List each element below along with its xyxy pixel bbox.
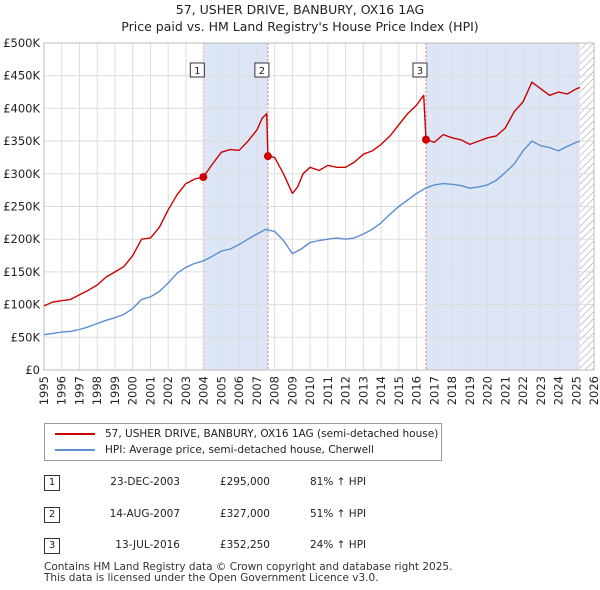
- y-tick-label: £150K: [3, 265, 40, 279]
- x-tick-label: 2006: [232, 376, 246, 405]
- price-chart: £0 £50K £100K £150K £200K £250K £300K £350K £400…: [3, 36, 600, 405]
- x-tick-label: 2001: [143, 376, 157, 405]
- transaction-number: 3: [44, 538, 60, 554]
- x-tick-label: 2018: [445, 376, 459, 405]
- transaction-date: 14-AUG-2007: [109, 508, 180, 520]
- x-tick-label: 2026: [587, 376, 600, 405]
- x-tick-label: 1997: [72, 376, 86, 405]
- x-tick-label: 2022: [516, 376, 530, 405]
- sale-point-marker: [199, 173, 208, 182]
- y-tick-label: £300K: [3, 167, 40, 181]
- property-price-line: [43, 81, 581, 307]
- sale-point-marker: [263, 152, 272, 161]
- transaction-price: £295,000: [219, 476, 270, 488]
- transaction-number: 2: [44, 507, 60, 523]
- y-tick-label: £0: [25, 363, 40, 377]
- x-tick-label: 2025: [569, 376, 583, 405]
- x-tick-label: 2019: [463, 376, 477, 405]
- x-tick-label: 2010: [303, 376, 317, 405]
- legend-label-hpi: HPI: Average price, semi-detached house,…: [105, 444, 374, 456]
- x-tick-label: 2011: [321, 376, 335, 405]
- transaction-date: 23-DEC-2003: [110, 476, 180, 488]
- x-tick-label: 2012: [339, 376, 353, 405]
- x-tick-label: 1995: [37, 376, 51, 405]
- y-tick-label: £200K: [3, 232, 40, 246]
- transaction-number: 1: [44, 475, 60, 491]
- y-tick-label: £50K: [11, 330, 41, 344]
- footer-licence: This data is licensed under the Open Gov…: [44, 572, 379, 584]
- y-tick-label: £400K: [3, 101, 40, 115]
- marker-label-box: [254, 62, 270, 78]
- x-tick-label: 2023: [534, 376, 548, 405]
- x-tick-label: 2004: [197, 376, 211, 405]
- legend-item-hpi: HPI: Average price, semi-detached house,…: [55, 442, 374, 458]
- x-tick-label: 2008: [268, 376, 282, 405]
- x-tick-label: 2021: [498, 376, 512, 405]
- legend-swatch-property: [55, 433, 95, 435]
- x-tick-label: 2024: [552, 376, 566, 405]
- chart-title: 57, USHER DRIVE, BANBURY, OX16 1AG: [175, 2, 425, 17]
- transaction-hpi-change: 51% ↑ HPI: [310, 508, 367, 520]
- marker-label: 1: [194, 66, 200, 77]
- x-tick-label: 2007: [250, 376, 264, 405]
- transaction-price: £352,250: [219, 539, 270, 551]
- x-tick-label: 2017: [427, 376, 441, 405]
- sale-point-marker: [421, 135, 430, 144]
- legend: 57, USHER DRIVE, BANBURY, OX16 1AG (semi…: [44, 423, 442, 461]
- x-tick-label: 2013: [356, 376, 370, 405]
- x-tick-label: 2005: [214, 376, 228, 405]
- marker-label-box: [189, 62, 205, 78]
- x-tick-label: 1996: [55, 376, 69, 405]
- footer: Contains HM Land Registry data © Crown c…: [44, 562, 452, 584]
- transaction-date: 13-JUL-2016: [115, 539, 180, 551]
- legend-label-property: 57, USHER DRIVE, BANBURY, OX16 1AG (semi…: [105, 428, 439, 440]
- y-tick-label: £500K: [3, 36, 40, 50]
- y-tick-label: £100K: [3, 298, 40, 312]
- y-tick-label: £450K: [3, 69, 40, 83]
- x-tick-label: 1998: [90, 376, 104, 405]
- y-tick-label: £250K: [3, 200, 40, 214]
- marker-label-box: [412, 62, 428, 78]
- x-tick-label: 2014: [374, 376, 388, 405]
- x-tick-label: 2015: [392, 376, 406, 405]
- x-tick-label: 2020: [481, 376, 495, 405]
- marker-label: 3: [417, 66, 423, 77]
- hpi-line: [43, 140, 581, 336]
- x-tick-label: 2016: [410, 376, 424, 405]
- transaction-hpi-change: 24% ↑ HPI: [310, 539, 367, 551]
- transaction-price: £327,000: [219, 508, 270, 520]
- x-tick-label: 2000: [126, 376, 140, 405]
- footer-copyright: Contains HM Land Registry data © Crown c…: [44, 561, 453, 573]
- plot-frame: [43, 42, 595, 371]
- x-tick-label: 2009: [285, 376, 299, 405]
- marker-label: 2: [259, 66, 265, 77]
- x-tick-label: 2002: [161, 376, 175, 405]
- legend-swatch-hpi: [55, 449, 95, 451]
- legend-item-property: 57, USHER DRIVE, BANBURY, OX16 1AG (semi…: [55, 426, 438, 442]
- y-tick-label: £350K: [3, 134, 40, 148]
- transaction-hpi-change: 81% ↑ HPI: [310, 476, 367, 488]
- x-tick-label: 2003: [179, 376, 193, 405]
- chart-subtitle: Price paid vs. HM Land Registry's House …: [121, 19, 479, 34]
- x-tick-label: 1999: [108, 376, 122, 405]
